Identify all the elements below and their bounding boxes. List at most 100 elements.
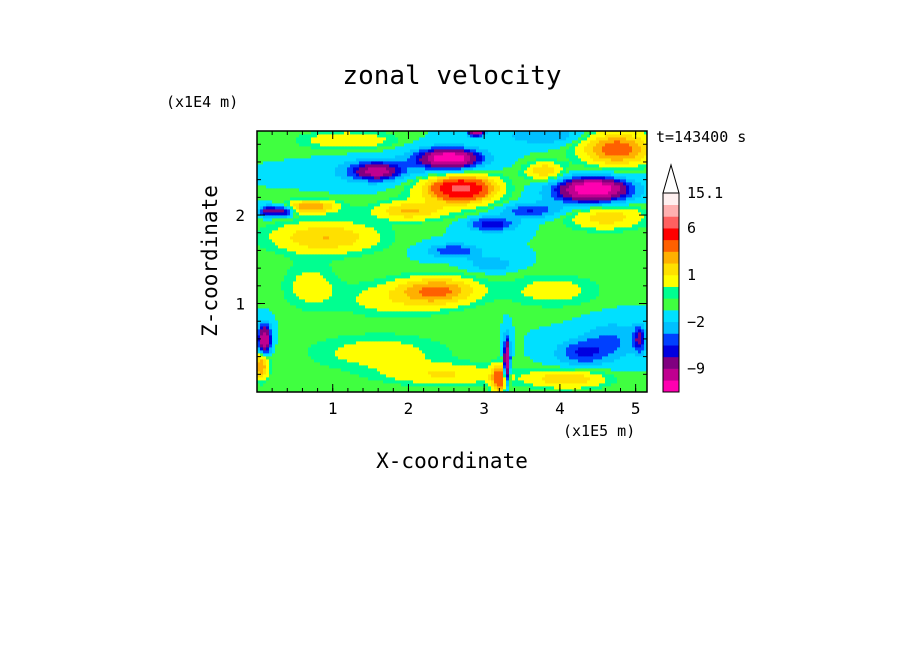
contour-cell <box>629 299 633 303</box>
contour-cell <box>383 368 387 372</box>
contour-cell <box>566 374 570 378</box>
contour-cell <box>446 314 450 318</box>
contour-cell <box>476 278 480 282</box>
contour-cell <box>533 308 537 312</box>
contour-cell <box>449 278 453 282</box>
contour-cell <box>377 386 381 390</box>
contour-cell <box>368 389 372 393</box>
contour-cell <box>380 353 384 357</box>
contour-cell <box>281 314 285 318</box>
contour-cell <box>557 347 561 351</box>
contour-cell <box>596 338 600 342</box>
contour-cell <box>533 278 537 282</box>
contour-cell <box>602 344 606 348</box>
contour-cell <box>314 377 318 381</box>
contour-cell <box>635 374 639 378</box>
contour-cell <box>296 350 300 354</box>
contour-cell <box>401 278 405 282</box>
contour-cell <box>299 347 303 351</box>
contour-cell <box>350 380 354 384</box>
contour-cell <box>392 374 396 378</box>
contour-cell <box>560 341 564 345</box>
contour-cell <box>407 353 411 357</box>
contour-cell <box>518 308 522 312</box>
contour-cell <box>269 353 273 357</box>
contour-cell <box>635 335 639 339</box>
contour-cell <box>512 356 516 360</box>
contour-cell <box>344 377 348 381</box>
contour-cell <box>533 329 537 333</box>
contour-cell <box>626 356 630 360</box>
contour-cell <box>449 284 453 288</box>
contour-cell <box>497 356 501 360</box>
contour-cell <box>368 326 372 330</box>
contour-cell <box>611 323 615 327</box>
contour-cell <box>599 347 603 351</box>
contour-cell <box>368 383 372 387</box>
contour-cell <box>305 341 309 345</box>
contour-cell <box>476 386 480 390</box>
contour-cell <box>413 353 417 357</box>
contour-cell <box>293 278 297 282</box>
contour-cell <box>641 311 645 315</box>
contour-cell <box>389 329 393 333</box>
contour-cell <box>374 275 378 279</box>
contour-cell <box>416 329 420 333</box>
contour-cell <box>257 365 261 369</box>
contour-cell <box>320 335 324 339</box>
contour-cell <box>593 371 597 375</box>
contour-cell <box>551 368 555 372</box>
contour-cell <box>512 362 516 366</box>
contour-cell <box>383 362 387 366</box>
contour-cell <box>374 389 378 393</box>
contour-cell <box>356 329 360 333</box>
contour-cell <box>620 293 624 297</box>
contour-cell <box>521 287 525 291</box>
contour-cell <box>539 326 543 330</box>
contour-cell <box>404 371 408 375</box>
contour-cell <box>287 383 291 387</box>
contour-cell <box>272 356 276 360</box>
contour-cell <box>539 356 543 360</box>
contour-cell <box>392 380 396 384</box>
contour-cell <box>467 278 471 282</box>
contour-cell <box>305 362 309 366</box>
contour-cell <box>386 353 390 357</box>
contour-cell <box>416 389 420 393</box>
contour-cell <box>422 299 426 303</box>
contour-cell <box>617 296 621 300</box>
contour-cell <box>287 299 291 303</box>
contour-cell <box>260 308 264 312</box>
contour-cell <box>365 308 369 312</box>
contour-cell <box>458 329 462 333</box>
contour-cell <box>368 290 372 294</box>
contour-cell <box>572 287 576 291</box>
contour-cell <box>578 353 582 357</box>
contour-cell <box>275 296 279 300</box>
contour-cell <box>554 389 558 393</box>
contour-cell <box>479 299 483 303</box>
contour-cell <box>260 374 264 378</box>
contour-cell <box>401 296 405 300</box>
contour-cell <box>611 329 615 333</box>
contour-cell <box>578 290 582 294</box>
contour-cell <box>509 278 513 282</box>
contour-cell <box>350 353 354 357</box>
contour-cell <box>554 380 558 384</box>
contour-cell <box>533 287 537 291</box>
contour-cell <box>605 320 609 324</box>
contour-cell <box>413 365 417 369</box>
contour-cell <box>293 281 297 285</box>
contour-cell <box>359 338 363 342</box>
contour-cell <box>392 353 396 357</box>
contour-cell <box>374 350 378 354</box>
contour-cell <box>491 368 495 372</box>
contour-cell <box>461 383 465 387</box>
contour-cell <box>596 326 600 330</box>
contour-cell <box>578 341 582 345</box>
contour-cell <box>635 338 639 342</box>
contour-cell <box>455 338 459 342</box>
contour-cell <box>515 302 519 306</box>
contour-cell <box>446 386 450 390</box>
contour-cell <box>530 389 534 393</box>
